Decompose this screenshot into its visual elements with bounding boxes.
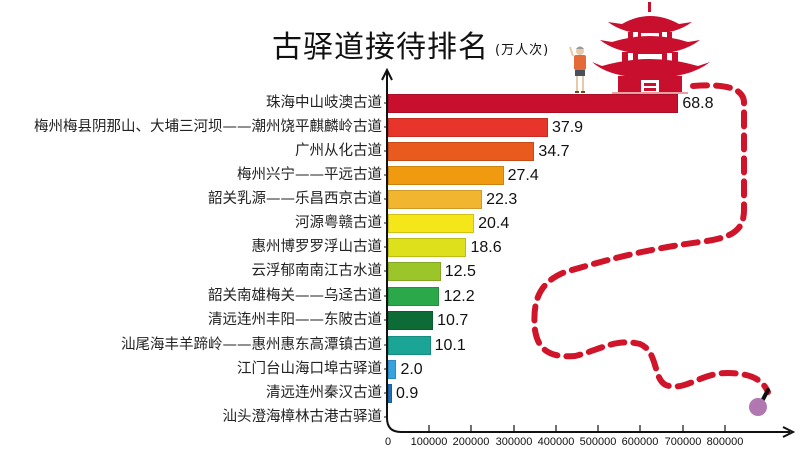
bar <box>388 359 397 379</box>
bar <box>388 335 431 355</box>
value-label: 34.7 <box>538 142 570 160</box>
value-label: 10.1 <box>434 336 466 354</box>
category-label: 梅州兴宁——平远古道 <box>237 167 382 183</box>
category-label: 清远连州秦汉古道 <box>266 385 382 401</box>
category-label: 云浮郁南南江古水道 <box>251 263 383 279</box>
bar <box>388 310 434 330</box>
category-label: 汕尾海丰羊蹄岭——惠州惠东高潭镇古道 <box>121 337 382 353</box>
bar <box>388 141 535 161</box>
x-axis-arrow-icon <box>782 426 795 438</box>
x-tick-label: 300000 <box>495 436 533 448</box>
pagoda-icon <box>592 2 710 94</box>
pin-stick-icon <box>759 388 770 405</box>
x-tick-label: 0 <box>384 436 392 448</box>
hiker-icon <box>569 46 586 93</box>
value-label: 12.2 <box>443 287 475 305</box>
category-label: 梅州梅县阴那山、大埔三河坝——潮州饶平麒麟岭古道 <box>34 119 382 135</box>
y-axis-arrow-icon <box>381 67 393 81</box>
value-label: 2.0 <box>400 360 423 378</box>
category-label: 汕头澄海樟林古港古驿道 <box>222 409 383 425</box>
category-label: 珠海中山岐澳古道 <box>266 95 382 111</box>
category-label: 惠州博罗罗浮山古道 <box>251 239 383 255</box>
value-label: 10.7 <box>437 311 469 329</box>
category-label: 广州从化古道 <box>295 143 382 159</box>
x-tick-label: 600000 <box>621 436 659 448</box>
chart-title-text: 古驿道接待排名 <box>272 30 489 65</box>
x-tick-label: 200000 <box>452 436 490 448</box>
bar <box>388 189 483 209</box>
bar <box>388 383 392 403</box>
bar <box>388 117 548 137</box>
bar <box>388 213 475 233</box>
category-label: 河源粤赣古道 <box>295 215 382 231</box>
bar <box>388 165 504 185</box>
value-label: 68.8 <box>682 94 714 112</box>
value-label: 20.4 <box>478 214 510 232</box>
category-label: 江门台山海口埠古驿道 <box>237 361 382 377</box>
bar <box>388 286 440 306</box>
chart-unit: (万人次) <box>495 43 550 58</box>
x-tick-label: 400000 <box>537 436 575 448</box>
bar <box>388 237 467 257</box>
category-label: 韶关乳源——乐昌西京古道 <box>208 191 382 207</box>
x-axis-ticks <box>428 425 726 432</box>
x-tick-label: 100000 <box>410 436 448 448</box>
category-label: 韶关南雄梅关——乌迳古道 <box>208 288 382 304</box>
bar <box>388 261 441 281</box>
x-tick-label: 700000 <box>664 436 702 448</box>
value-label: 0.9 <box>396 384 419 402</box>
pin-head-icon <box>749 398 767 416</box>
bar <box>388 93 679 113</box>
value-label: 12.5 <box>444 262 476 280</box>
value-label: 18.6 <box>470 238 502 256</box>
value-label: 27.4 <box>507 166 539 184</box>
chart-title: 古驿道接待排名 (万人次) <box>272 22 549 66</box>
x-tick-label: 800000 <box>706 436 744 448</box>
value-label: 37.9 <box>551 118 584 136</box>
x-tick-label: 500000 <box>579 436 617 448</box>
value-label: 22.3 <box>486 190 518 208</box>
y-axis-ticks <box>384 102 387 418</box>
category-label: 清远连州丰阳——东陂古道 <box>208 312 382 328</box>
